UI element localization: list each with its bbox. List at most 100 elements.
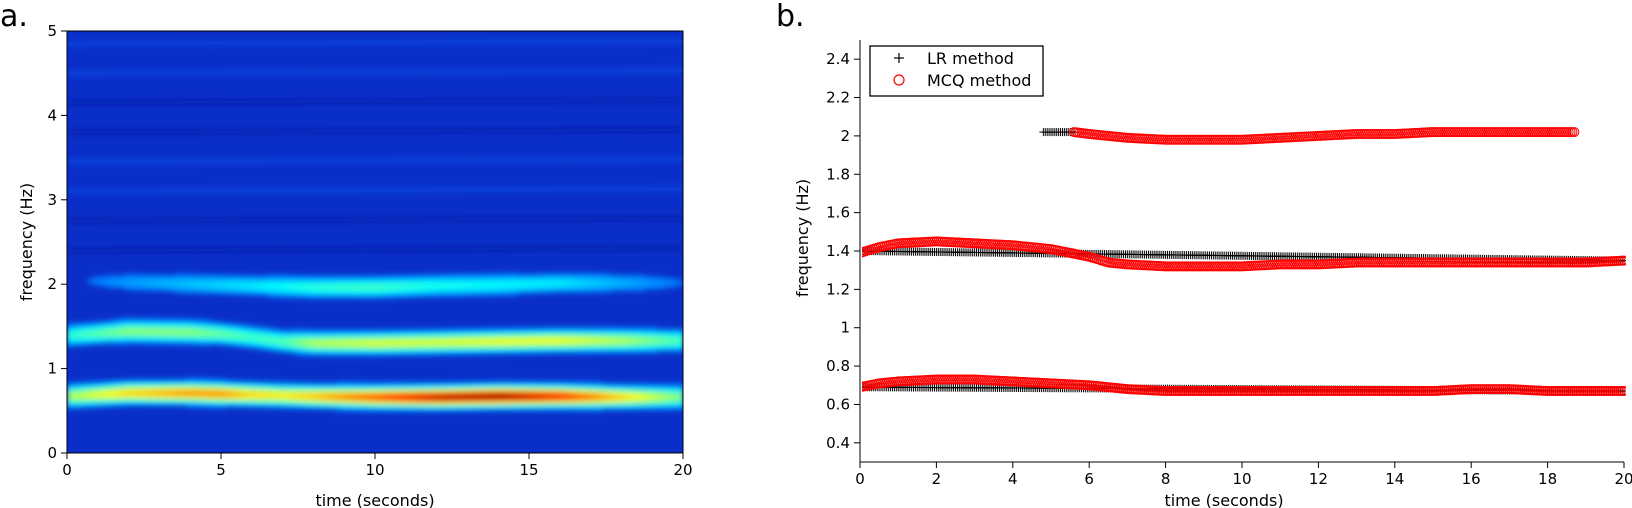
- heatmap-cell: [513, 329, 519, 333]
- heatmap-cell: [475, 287, 480, 290]
- heatmap-cell: [375, 404, 380, 407]
- heatmap-cell: [286, 275, 292, 278]
- heatmap-cell: [93, 330, 99, 333]
- heatmap-cell: [155, 318, 161, 321]
- heatmap-cell: [271, 393, 276, 397]
- heatmap-cell: [163, 403, 168, 406]
- heatmap-cell: [167, 338, 172, 342]
- heatmap-cell: [155, 323, 161, 326]
- heatmap-cell: [82, 390, 88, 393]
- heatmap-cell: [448, 292, 453, 295]
- heatmap-cell: [240, 331, 245, 334]
- heatmap-cell: [428, 274, 434, 277]
- heatmap-cell: [340, 289, 345, 292]
- heatmap-cell: [263, 347, 268, 351]
- heatmap-cell: [432, 407, 438, 410]
- heatmap-cell: [305, 349, 311, 353]
- heatmap-cell: [394, 398, 399, 402]
- heatmap-cell: [101, 341, 107, 345]
- heatmap-cell: [205, 324, 211, 328]
- heatmap-cell: [340, 395, 345, 398]
- heatmap-cell: [521, 286, 526, 289]
- heatmap-cell: [101, 331, 107, 334]
- heatmap-cell: [232, 399, 238, 402]
- heatmap-cell: [128, 285, 134, 289]
- heatmap-cell: [213, 330, 218, 333]
- heatmap-cell: [278, 348, 284, 351]
- heatmap-cell: [286, 350, 292, 353]
- heatmap-cell: [467, 293, 473, 297]
- heatmap-cell: [467, 348, 473, 352]
- heatmap-cell: [167, 320, 172, 323]
- heatmap-cell: [113, 277, 118, 280]
- heatmap-cell: [494, 388, 499, 391]
- heatmap-cell: [197, 339, 203, 343]
- heatmap-cell: [386, 287, 392, 290]
- heatmap-cell: [367, 282, 372, 285]
- heatmap-cell: [432, 345, 438, 349]
- heatmap-cell: [478, 388, 484, 391]
- heatmap-cell: [525, 332, 530, 336]
- heatmap-cell: [236, 290, 242, 294]
- heatmap-cell: [97, 403, 103, 406]
- heatmap-cell: [97, 326, 103, 330]
- heatmap-cell: [186, 327, 191, 330]
- heatmap-cell: [448, 402, 453, 405]
- heatmap-cell: [159, 325, 165, 328]
- heatmap-cell: [117, 388, 122, 392]
- heatmap-cell: [194, 329, 199, 332]
- heatmap-cell: [197, 379, 203, 383]
- heatmap-cell: [440, 390, 446, 393]
- heatmap-cell: [428, 280, 434, 284]
- heatmap-cell: [182, 325, 188, 328]
- heatmap-cell: [321, 294, 326, 297]
- heatmap-cell: [124, 341, 130, 345]
- heatmap-cell: [340, 333, 345, 336]
- heatmap-cell: [282, 343, 288, 346]
- heatmap-cell: [432, 397, 438, 400]
- heatmap-cell: [409, 382, 415, 385]
- heatmap-cell: [224, 339, 230, 343]
- heatmap-cell: [105, 326, 111, 329]
- heatmap-cell: [390, 348, 396, 351]
- heatmap-cell: [344, 292, 349, 296]
- heatmap-cell: [455, 335, 461, 338]
- heatmap-cell: [144, 321, 149, 325]
- heatmap-cell: [390, 293, 396, 297]
- heatmap-cell: [529, 346, 534, 349]
- heatmap-cell: [405, 288, 411, 291]
- heatmap-cell: [498, 288, 503, 291]
- heatmap-cell: [436, 344, 442, 347]
- heatmap-cell: [340, 294, 345, 297]
- heatmap-cell: [167, 335, 172, 338]
- heatmap-cell: [455, 385, 461, 388]
- heatmap-cell: [386, 348, 392, 351]
- heatmap-cell: [244, 396, 249, 399]
- heatmap-cell: [147, 394, 153, 398]
- heatmap-cell: [398, 281, 403, 285]
- heatmap-cell: [140, 388, 145, 391]
- heatmap-cell: [236, 340, 242, 344]
- heatmap-cell: [486, 388, 492, 391]
- heatmap-cell: [490, 383, 496, 386]
- heatmap-cell: [221, 383, 226, 387]
- heatmap-cell: [502, 276, 507, 279]
- heatmap-cell: [382, 334, 388, 338]
- heatmap-cell: [105, 329, 111, 333]
- heatmap-cell: [213, 378, 218, 382]
- heatmap-cell: [90, 279, 95, 283]
- heatmap-cell: [432, 390, 438, 394]
- heatmap-cell: [398, 329, 403, 332]
- heatmap-cell: [321, 348, 326, 351]
- heatmap-cell: [101, 391, 107, 394]
- heatmap-cell: [136, 382, 141, 386]
- heatmap-cell: [182, 323, 188, 327]
- heatmap-cell: [398, 291, 403, 295]
- heatmap-cell: [452, 402, 457, 405]
- heatmap-cell: [117, 282, 122, 285]
- heatmap-cell: [428, 345, 434, 349]
- heatmap-cell: [471, 287, 476, 290]
- heatmap-cell: [444, 280, 449, 284]
- heatmap-cell: [475, 346, 480, 350]
- heatmap-cell: [301, 402, 307, 406]
